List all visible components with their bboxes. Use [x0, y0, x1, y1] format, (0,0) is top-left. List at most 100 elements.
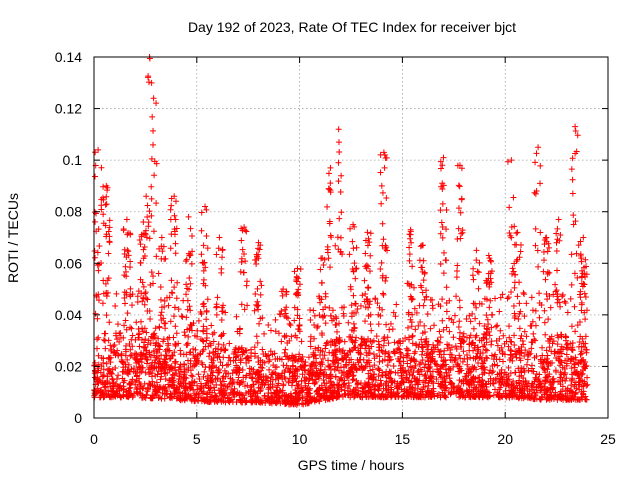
data-point [303, 375, 310, 382]
data-point [172, 367, 179, 374]
data-point [124, 370, 131, 377]
data-point [437, 260, 444, 267]
data-point [488, 341, 495, 348]
data-point [137, 260, 144, 267]
data-point [405, 334, 412, 341]
data-point [114, 321, 121, 328]
data-point [523, 379, 530, 386]
data-point [350, 292, 357, 299]
data-point [351, 386, 358, 393]
data-point [408, 323, 415, 330]
data-point [562, 369, 569, 376]
data-point [569, 190, 576, 197]
data-point [325, 375, 332, 382]
data-point [180, 378, 187, 385]
data-point [362, 318, 369, 325]
data-point [468, 368, 475, 375]
data-point [103, 193, 110, 200]
data-point [149, 394, 156, 401]
data-point [371, 362, 378, 369]
data-point [379, 290, 386, 297]
data-point [398, 378, 405, 385]
data-point [474, 379, 481, 386]
data-point [275, 372, 282, 379]
data-point [386, 326, 393, 333]
data-point [456, 318, 463, 325]
data-point [378, 200, 385, 207]
data-point [379, 242, 386, 249]
data-point [181, 329, 188, 336]
data-point [440, 154, 447, 161]
data-point [157, 283, 164, 290]
data-point [484, 326, 491, 333]
data-point [531, 354, 538, 361]
data-point [219, 304, 226, 311]
data-point [95, 226, 102, 233]
data-point [569, 176, 576, 183]
data-point [147, 282, 154, 289]
data-point [326, 372, 333, 379]
data-point [123, 326, 130, 333]
data-point [442, 385, 449, 392]
data-point [258, 282, 265, 289]
data-point [239, 351, 246, 358]
data-point [511, 393, 518, 400]
data-point [575, 360, 582, 367]
data-point [156, 323, 163, 330]
data-point [219, 389, 226, 396]
data-point [428, 346, 435, 353]
data-point [200, 327, 207, 334]
data-point [94, 249, 101, 256]
data-point [414, 381, 421, 388]
data-point [271, 350, 278, 357]
data-point [185, 213, 192, 220]
data-point [572, 328, 579, 335]
data-point [133, 360, 140, 367]
data-point [398, 350, 405, 357]
data-point [425, 380, 432, 387]
data-point [426, 364, 433, 371]
data-point [516, 279, 523, 286]
data-point [320, 370, 327, 377]
data-point [256, 246, 263, 253]
data-point [486, 304, 493, 311]
data-point [470, 300, 477, 307]
data-point [432, 344, 439, 351]
data-point [259, 314, 266, 321]
data-point [375, 373, 382, 380]
data-point [165, 302, 172, 309]
data-point [508, 289, 515, 296]
data-point [335, 178, 342, 185]
data-point [567, 358, 574, 365]
data-point [584, 381, 591, 388]
data-point [312, 345, 319, 352]
data-point [196, 376, 203, 382]
data-point [257, 291, 264, 298]
data-point [568, 355, 575, 362]
data-point [362, 250, 369, 257]
data-point [506, 356, 513, 363]
data-point [484, 316, 491, 323]
data-point [508, 157, 515, 164]
data-point [520, 395, 527, 402]
data-point [207, 397, 214, 404]
data-point [100, 183, 107, 190]
data-point [348, 356, 355, 363]
data-point [423, 338, 430, 345]
data-point [476, 337, 483, 344]
data-point [576, 291, 583, 298]
data-point [142, 227, 149, 234]
data-point [140, 219, 147, 226]
data-point [558, 350, 565, 357]
data-point [444, 341, 451, 348]
data-point [543, 391, 550, 398]
data-point [287, 401, 294, 408]
data-point [544, 366, 551, 373]
data-point [554, 341, 561, 348]
data-point [207, 374, 214, 381]
data-point [455, 324, 462, 331]
data-point [132, 350, 139, 357]
data-point [497, 394, 504, 401]
data-point [178, 382, 185, 389]
data-point [157, 312, 164, 319]
